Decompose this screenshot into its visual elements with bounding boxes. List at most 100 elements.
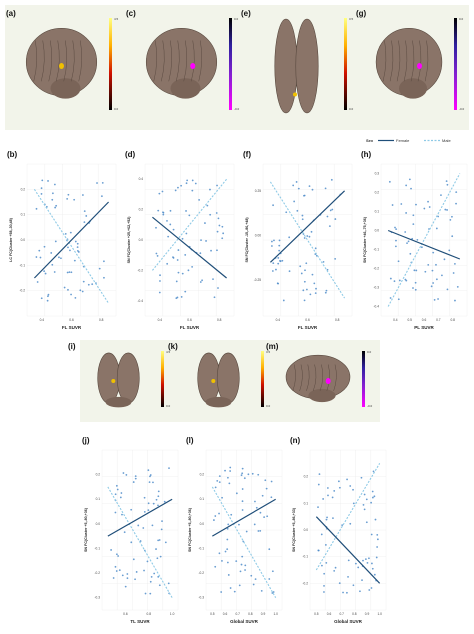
data-point — [167, 235, 170, 238]
data-point — [323, 591, 325, 593]
data-point — [346, 591, 348, 594]
brain-render: 3.5 0.0 — [274, 17, 354, 114]
data-point — [317, 549, 320, 552]
brain-posterior — [97, 352, 140, 408]
legend-female-label: Female — [396, 138, 410, 143]
data-point — [212, 278, 214, 281]
data-point — [228, 482, 231, 485]
data-point — [149, 592, 152, 595]
data-point — [156, 557, 159, 560]
data-point — [77, 251, 80, 253]
data-point — [227, 574, 230, 576]
data-point — [268, 578, 271, 580]
data-point — [157, 575, 160, 578]
data-point — [364, 558, 367, 561]
data-point — [76, 246, 79, 249]
data-point — [352, 488, 354, 491]
data-point — [177, 271, 180, 274]
data-point — [448, 249, 451, 252]
data-point — [162, 213, 165, 216]
y-tick-label: 0.2 — [304, 475, 309, 479]
data-point — [118, 569, 121, 572]
data-point — [53, 271, 56, 273]
data-point — [414, 281, 417, 284]
data-point — [76, 242, 79, 245]
data-point — [255, 506, 258, 509]
data-point — [288, 270, 291, 273]
data-point — [341, 524, 344, 527]
data-point — [199, 252, 202, 255]
data-point — [209, 188, 211, 191]
top-brain-panel-3: (g) 0.0 -0.0 — [356, 9, 470, 122]
data-point — [74, 296, 77, 299]
data-point — [263, 516, 266, 519]
data-point — [60, 257, 62, 260]
data-point — [214, 565, 217, 568]
data-point — [206, 204, 209, 207]
colorbar-min: 0.0 — [114, 107, 119, 111]
data-point — [327, 494, 329, 497]
data-point — [305, 262, 308, 265]
data-point — [50, 252, 53, 254]
y-tick-label: -0.2 — [95, 571, 101, 575]
data-point — [54, 240, 57, 243]
data-point — [181, 272, 184, 275]
data-point — [397, 298, 400, 301]
data-point — [260, 589, 263, 592]
brain-render: 0.0 -0.0 — [375, 17, 465, 111]
data-point — [160, 528, 163, 531]
data-point — [210, 249, 212, 252]
colorbar — [229, 18, 232, 110]
data-point — [67, 246, 69, 249]
data-point — [87, 283, 90, 286]
data-point — [115, 570, 118, 572]
data-point — [167, 582, 170, 585]
data-point — [454, 262, 456, 265]
y-tick-label: -0.1 — [199, 546, 205, 550]
data-point — [46, 299, 49, 302]
data-point — [114, 493, 117, 496]
bottom-brain-panel-0: (i) 4.5 0.0 — [68, 342, 177, 419]
data-point — [331, 208, 334, 211]
data-point — [410, 187, 412, 190]
data-point — [191, 179, 194, 182]
colorbar-min: 0.0 — [266, 404, 271, 408]
data-point — [66, 271, 69, 274]
data-point — [241, 555, 244, 558]
x-tick-label: 0.6 — [187, 318, 192, 322]
data-point — [394, 226, 396, 229]
data-point — [455, 202, 457, 205]
data-point — [250, 574, 253, 577]
data-point — [406, 242, 408, 245]
colorbar — [454, 18, 457, 110]
data-point — [373, 573, 376, 576]
data-point — [370, 533, 373, 536]
data-point — [158, 584, 161, 587]
data-point — [217, 217, 220, 220]
data-point — [279, 260, 281, 262]
data-point — [456, 285, 459, 288]
data-point — [217, 287, 219, 289]
data-point — [241, 509, 244, 511]
data-point — [135, 571, 138, 573]
y-axis-label: LC FC(Cluster +58,-30,48) — [9, 217, 13, 261]
male-regression-line — [211, 486, 277, 598]
data-point — [259, 529, 262, 532]
data-point — [412, 287, 414, 289]
data-point — [325, 289, 328, 292]
data-point — [176, 296, 179, 299]
data-point — [114, 565, 117, 568]
data-point — [175, 280, 178, 283]
data-point — [40, 193, 43, 195]
data-point — [330, 178, 333, 181]
brain-render: 0.0 -0.0 — [145, 17, 240, 111]
data-point — [326, 516, 328, 519]
data-point — [389, 277, 392, 280]
data-point — [218, 552, 221, 555]
x-tick-label: 0.7 — [436, 318, 441, 322]
data-point — [333, 570, 336, 572]
data-point — [363, 493, 366, 496]
data-point — [159, 555, 162, 558]
y-tick-label: -0.2 — [20, 289, 26, 293]
data-point — [150, 575, 153, 578]
